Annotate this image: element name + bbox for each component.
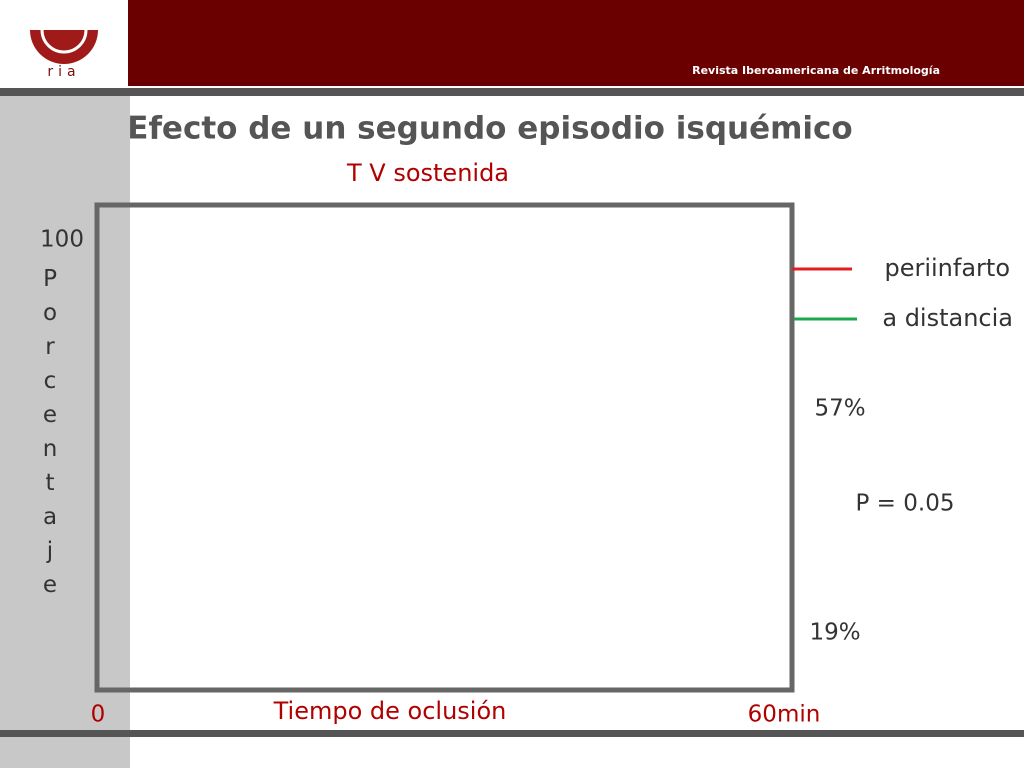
legend-label: a distancia <box>882 304 1013 332</box>
legend-label: periinfarto <box>884 254 1010 282</box>
side-strip <box>0 96 130 768</box>
slide-title: Efecto de un segundo episodio isquémico <box>127 111 852 147</box>
annotation: P = 0.05 <box>856 491 955 517</box>
y-tick-label: 100 <box>40 227 84 253</box>
x-axis-label: Tiempo de oclusión <box>273 697 507 725</box>
plot-frame <box>94 202 795 693</box>
annotation: 57% <box>814 396 865 422</box>
header-band <box>0 0 1024 86</box>
x-tick-label: 0 <box>91 702 106 728</box>
subtitle: T V sostenida <box>346 159 509 187</box>
journal-name: Revista Iberoamericana de Arritmología <box>692 64 940 77</box>
header-rule <box>0 88 1024 96</box>
x-tick-label: 60min <box>748 702 821 728</box>
logo-text: ria <box>47 64 80 80</box>
logo-ring <box>40 6 88 54</box>
annotation: 19% <box>809 620 860 646</box>
y-axis-label: Porcentaje <box>42 266 58 598</box>
logo-shape <box>30 30 98 64</box>
footer-rule <box>0 730 1024 737</box>
